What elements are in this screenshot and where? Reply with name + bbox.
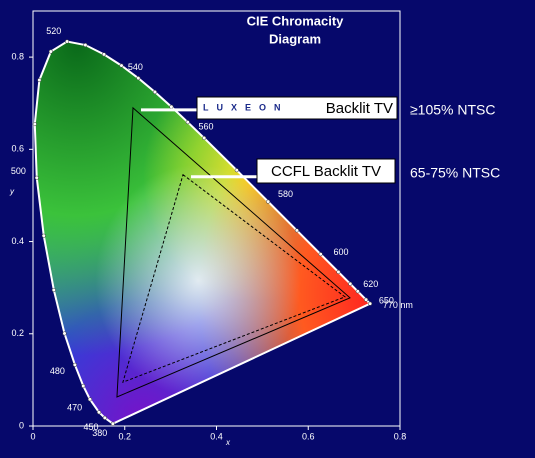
legend-label: Backlit TV (326, 100, 393, 117)
locus-point (48, 49, 53, 54)
wavelength-label: 480 (50, 366, 65, 376)
gamut-note: ≥105% NTSC (410, 102, 496, 118)
y-tick-label: 0.4 (11, 236, 24, 246)
locus-point (83, 42, 88, 48)
wavelength-label: 520 (46, 26, 61, 36)
title-line: Diagram (269, 31, 321, 46)
locus-point (136, 76, 141, 81)
locus-point (364, 297, 369, 302)
x-axis-label: x (225, 438, 231, 447)
locus-point (101, 52, 107, 57)
wavelength-label: 380 (92, 428, 107, 438)
locus-point (119, 63, 124, 68)
locus-point (110, 421, 115, 426)
legend-label: CCFL Backlit TV (271, 163, 381, 180)
locus-point (336, 269, 341, 275)
brand-logo: LUXEON (203, 102, 289, 112)
wavelength-label: 560 (199, 122, 214, 132)
spectral-locus (33, 40, 372, 425)
x-tick-label: 0.4 (210, 431, 223, 441)
color-fill (34, 41, 371, 424)
wavelength-label: 500 (11, 166, 26, 176)
locus-point (102, 415, 107, 420)
x-tick-label: 0.6 (302, 431, 315, 441)
locus-point (65, 39, 70, 44)
locus-point (81, 383, 86, 389)
gamut-triangle (116, 106, 351, 398)
y-tick-label: 0.8 (11, 51, 24, 61)
locus-point (318, 252, 323, 257)
wavelength-label: 470 (67, 403, 82, 413)
locus-point (355, 289, 360, 294)
locus-point (87, 397, 92, 402)
locus-point (41, 233, 46, 238)
locus-point (37, 78, 42, 83)
title-line: CIE Chromacity (247, 13, 345, 28)
y-axis-label: y (9, 187, 15, 196)
legend-box (256, 158, 396, 184)
locus-point (97, 410, 102, 415)
wavelength-label: 620 (363, 279, 378, 289)
y-tick-label: 0.2 (11, 328, 24, 338)
locus-point (367, 301, 373, 306)
locus-point (185, 120, 190, 125)
x-tick-label: 0.8 (394, 431, 407, 441)
wavelength-label: 650 (379, 296, 394, 306)
locus-point (169, 104, 174, 109)
x-tick-label: 0.2 (118, 431, 131, 441)
locus-point (34, 175, 39, 180)
wavelength-label: 580 (278, 189, 293, 199)
gamut-triangle (122, 173, 346, 384)
locus-point (51, 287, 56, 293)
wavelength-label: 450 (84, 422, 99, 432)
x-tick-label: 0 (30, 431, 35, 441)
legend-box (196, 96, 398, 120)
locus-point (62, 331, 67, 336)
y-tick-label: 0.6 (11, 144, 24, 154)
locus-point (32, 122, 37, 127)
locus-point (152, 89, 157, 95)
locus-point (266, 199, 271, 204)
wavelength-label: 600 (334, 247, 349, 257)
wavelength-label: 540 (128, 62, 143, 72)
locus-point (72, 362, 77, 367)
locus-point (234, 168, 239, 173)
locus-point (202, 135, 207, 141)
wavelength-label: 770 nm (383, 300, 413, 310)
y-tick-label: 0 (19, 420, 24, 430)
locus-point (348, 281, 353, 286)
locus-point (294, 228, 299, 233)
gamut-note: 65-75% NTSC (410, 165, 500, 181)
